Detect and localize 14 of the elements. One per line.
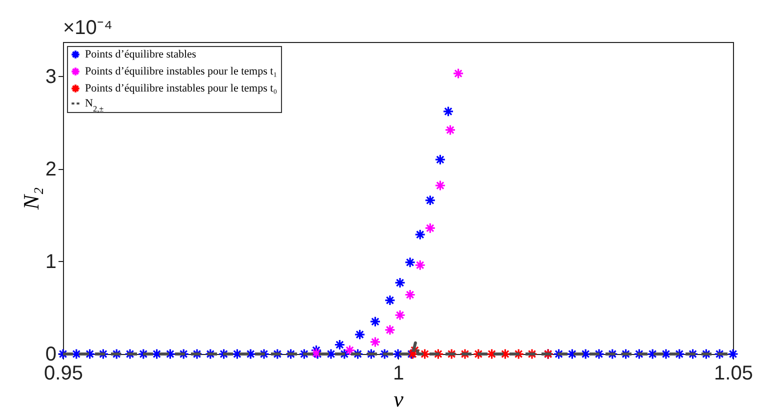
legend-label: Points d’équilibre instables pour le temps t₀ [85,82,278,94]
x-tick-label: 1.05 [714,362,753,384]
legend-label: Points d’équilibre instables pour le temps t₁ [85,66,278,78]
x-tick-label: 0.95 [44,362,83,384]
y-tick-label: 1 [45,250,56,273]
y-tick-label: 3 [45,66,56,88]
legend-label: Points d’équilibre stables [85,48,196,60]
y-axis-title: N₂ [18,186,44,211]
x-axis-title: ν [394,386,404,412]
y-tick-label: 0 [45,344,56,366]
y-tick-label: 2 [45,158,56,180]
legend-label: N$_{2,±}$ [85,98,104,113]
text: ×10⁻⁴ [63,17,113,39]
x-tick-label: 1 [392,362,404,384]
